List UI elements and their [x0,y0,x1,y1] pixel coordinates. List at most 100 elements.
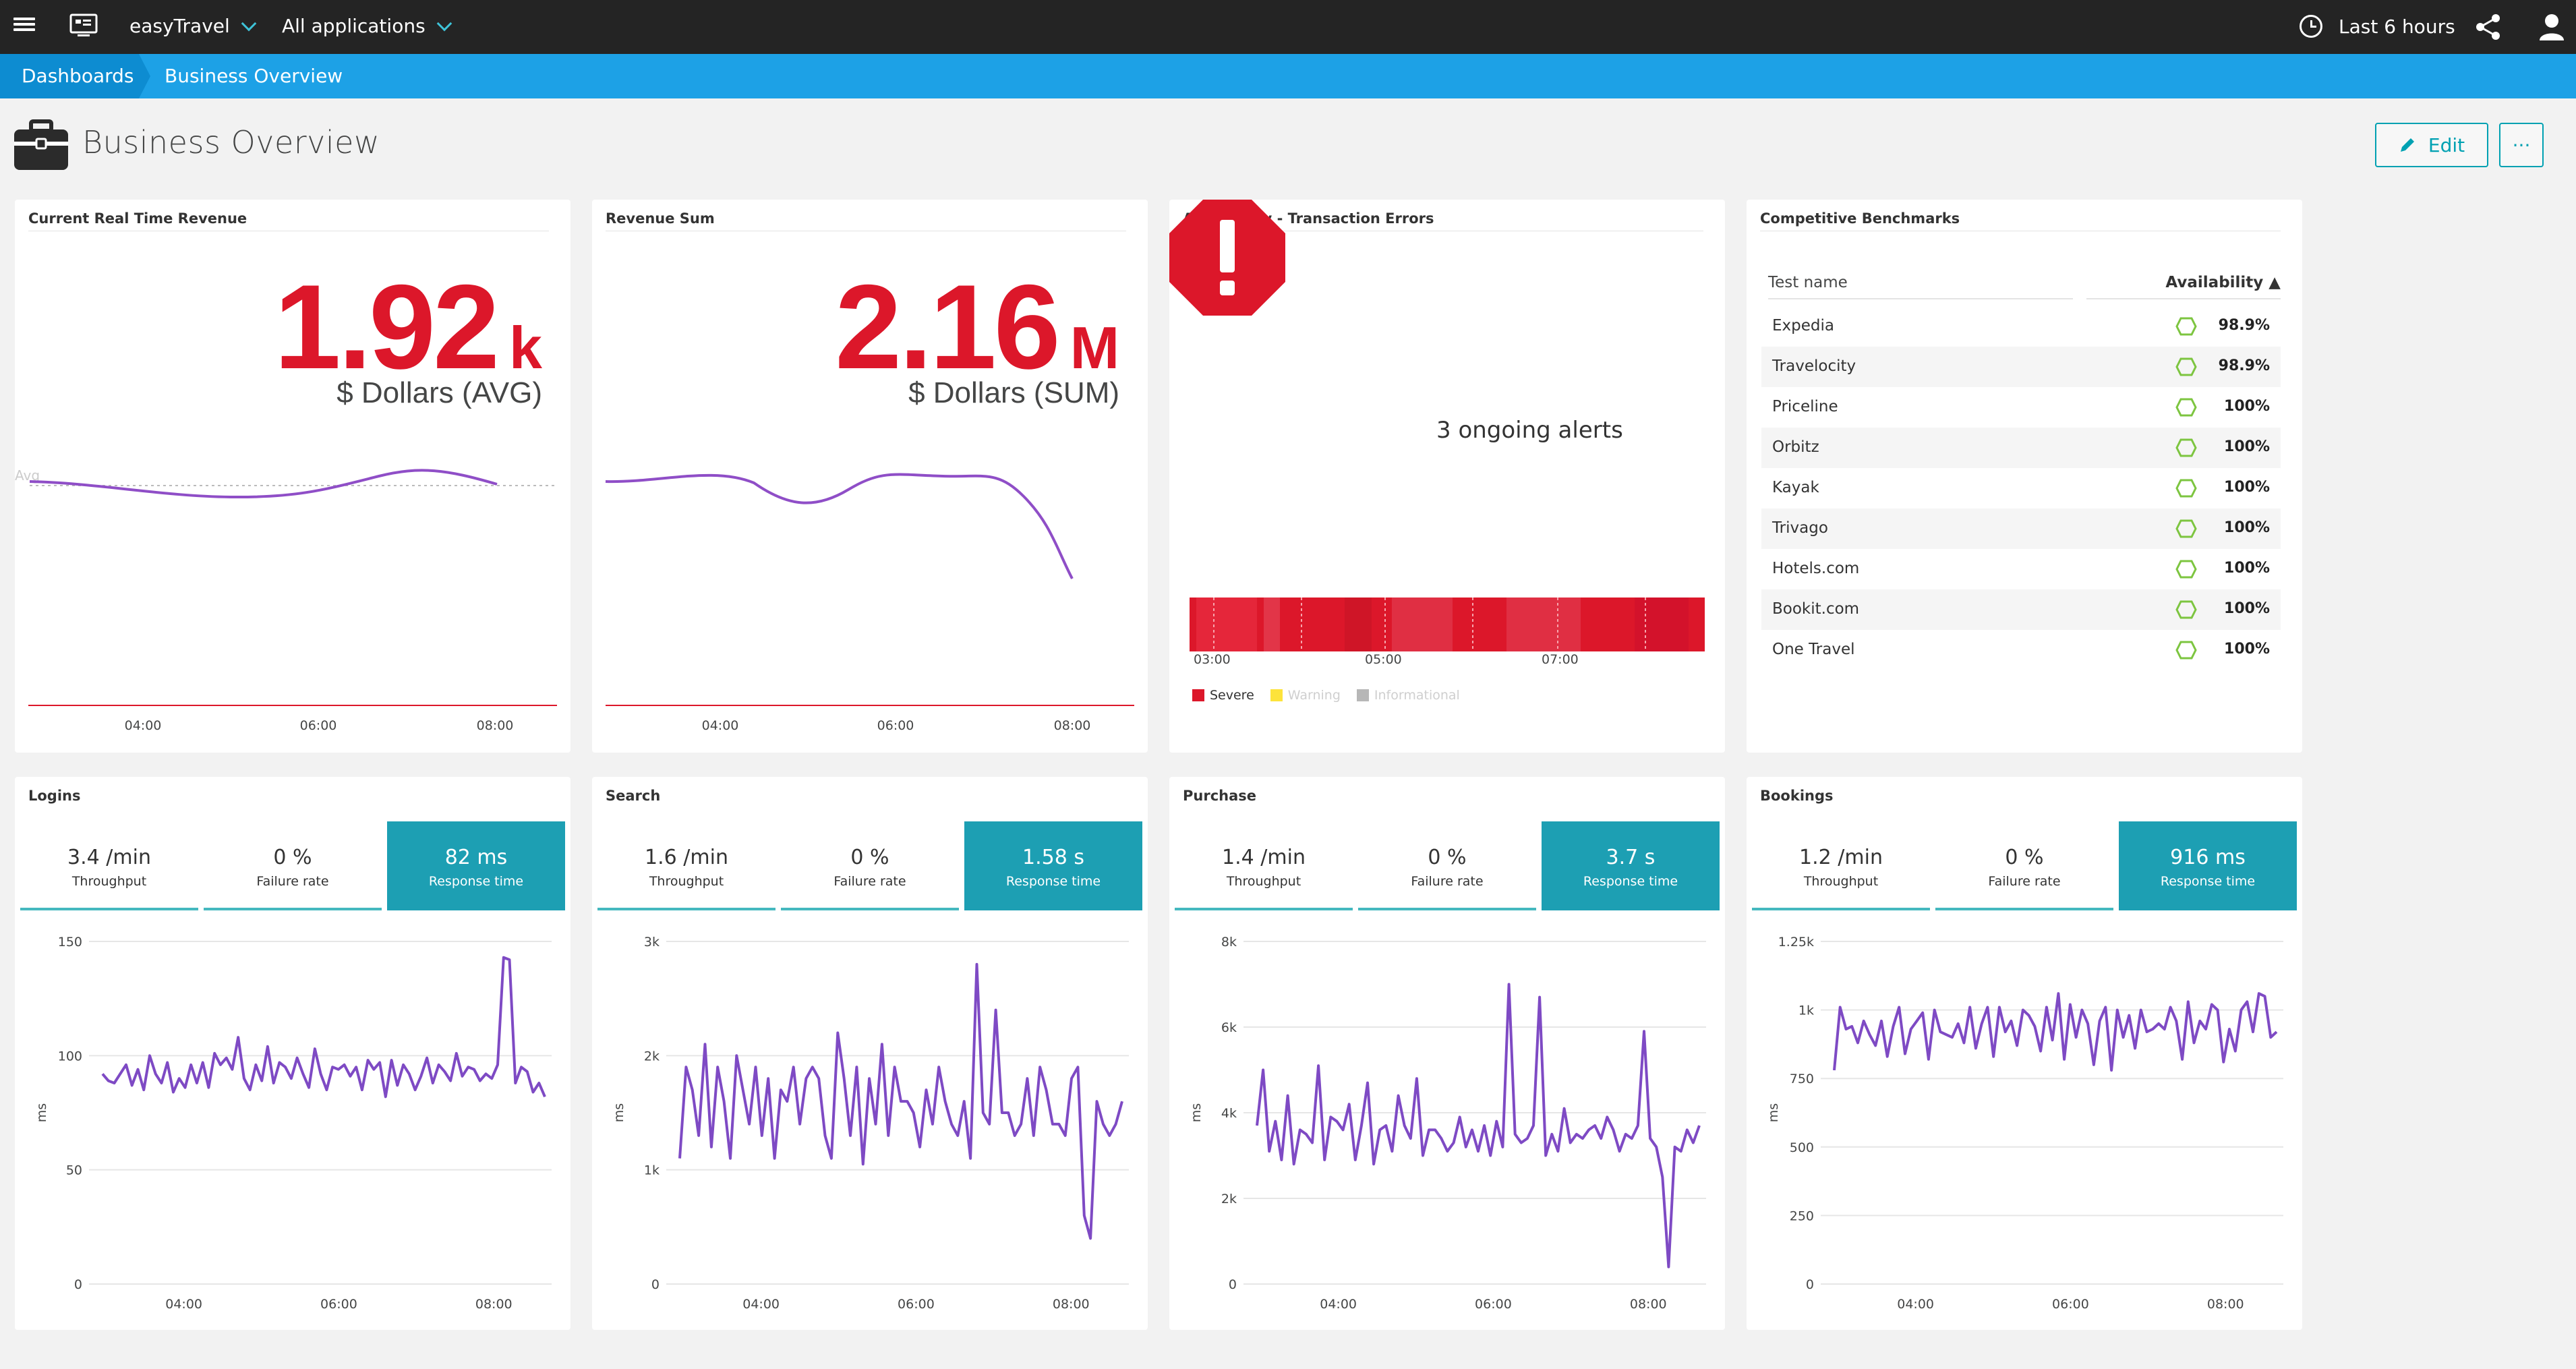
y-tick-label: 2k [644,1049,660,1064]
table-row[interactable]: One Travel 100% [1761,630,2281,670]
failure-rate-kpi[interactable]: 0 % Failure rate [1358,821,1536,910]
table-row[interactable]: Expedia 98.9% [1761,306,2281,347]
x-tick-label: 04:00 [1320,1297,1357,1312]
chevron-down-icon [436,16,452,32]
failure-rate-kpi[interactable]: 0 % Failure rate [781,821,959,910]
x-tick-label: 08:00 [2207,1297,2244,1312]
x-tick-label: 08:00 [475,1297,513,1312]
availability-value: 100% [2224,519,2270,536]
table-row[interactable]: Bookit.com 100% [1761,589,2281,630]
tile-current-real-time-revenue[interactable]: Current Real Time Revenue 1.92 k $ Dollar… [15,200,570,753]
response-time-kpi[interactable]: 1.58 s Response time [964,821,1142,910]
application-selector[interactable]: All applications [282,11,452,41]
share-icon[interactable] [2473,12,2503,42]
application-label: All applications [282,15,426,37]
response-time-series-line [678,962,1123,1240]
kpi-value: 3.7 s [1606,846,1656,869]
environment-label: easyTravel [129,15,230,37]
kpi-value: 1.4 /min [1222,846,1306,869]
throughput-kpi[interactable]: 1.4 /min Throughput [1175,821,1353,910]
top-navigation-bar: easyTravel All applications Last 6 hours [0,0,2576,54]
availability-value: 100% [2224,479,2270,496]
tile-title: Purchase [1183,788,1257,804]
throughput-kpi[interactable]: 1.2 /min Throughput [1752,821,1930,910]
hexagon-status-icon [2175,317,2197,336]
header-divider [2086,298,2281,299]
legend-label: Warning [1287,688,1341,703]
environment-selector[interactable]: easyTravel [129,11,257,41]
test-name: Travelocity [1772,357,1856,375]
response-time-kpi[interactable]: 3.7 s Response time [1542,821,1720,910]
tile-search[interactable]: Search 1.6 /min Throughput 0 % Failure rat… [592,777,1148,1330]
response-time-series-line [1256,983,1701,1269]
response-time-kpi[interactable]: 82 ms Response time [387,821,565,910]
tile-availability-transaction-errors[interactable]: Availability - Transaction Errors 3 ongo… [1169,200,1725,753]
tile-purchase[interactable]: Purchase 1.4 /min Throughput 0 % Failure r… [1169,777,1725,1330]
kpi-value: 0 % [850,846,889,869]
column-header-test-name[interactable]: Test name [1768,274,1848,291]
edit-button[interactable]: Edit [2375,123,2488,167]
x-tick-label: 08:00 [1054,718,1091,733]
user-icon[interactable] [2538,12,2565,42]
kpi-value: 916 ms [2170,846,2246,869]
kpi-strip: 1.6 /min Throughput 0 % Failure rate 1.58 … [597,821,1142,910]
failure-rate-kpi[interactable]: 0 % Failure rate [204,821,382,910]
kpi-value: 1.6 /min [645,846,728,869]
tile-bookings[interactable]: Bookings 1.2 /min Throughput 0 % Failure r… [1747,777,2302,1330]
table-row[interactable]: Hotels.com 100% [1761,549,2281,589]
kpi-strip: 1.4 /min Throughput 0 % Failure rate 3.7 s… [1175,821,1720,910]
bookings-response-time-chart: 0 250 500 750 1k 1.25k ms 04:00 06:00 08:00 [1766,935,2283,1312]
throughput-kpi[interactable]: 1.6 /min Throughput [597,821,775,910]
table-row[interactable]: Kayak 100% [1761,468,2281,508]
table-row[interactable]: Travelocity 98.9% [1761,347,2281,387]
throughput-kpi[interactable]: 3.4 /min Throughput [20,821,198,910]
revenue-sparkline-chart: Avg 04:00 06:00 08:00 [15,467,557,733]
kpi-value: 1.2 /min [1799,846,1883,869]
monitor-icon[interactable] [69,13,98,38]
legend-informational[interactable]: Informational [1356,688,1460,703]
column-header-availability[interactable]: Availability ▲ [2165,274,2281,291]
x-tick-label: 04:00 [125,718,162,733]
table-row[interactable]: Trivago 100% [1761,508,2281,549]
x-tick-label: 05:00 [1365,652,1402,667]
hexagon-status-icon [2175,398,2197,417]
response-time-series-line [1833,992,2278,1072]
logins-response-time-chart: 0 50 100 150 ms 04:00 06:00 08:00 [34,935,552,1312]
availability-value: 98.9% [2218,317,2270,334]
timeframe-selector[interactable]: Last 6 hours [2300,11,2455,41]
x-tick-label: 06:00 [2052,1297,2089,1312]
tile-competitive-benchmarks[interactable]: Competitive Benchmarks Test name Availab… [1747,200,2302,753]
breadcrumb-root-label: Dashboards [22,65,134,87]
response-time-kpi[interactable]: 916 ms Response time [2119,821,2297,910]
kpi-underline [1358,908,1536,910]
ongoing-alerts-text[interactable]: 3 ongoing alerts [1436,417,1623,444]
more-actions-button[interactable]: ··· [2499,123,2544,167]
revenue-sum-subtitle: $ Dollars (SUM) [908,376,1119,409]
y-tick-label: 4k [1221,1106,1237,1121]
x-tick-label: 06:00 [877,718,914,733]
menu-icon[interactable] [13,15,35,36]
benchmark-table-body: Expedia 98.9% Travelocity 98.9% Priceline 100… [1761,306,2281,670]
tile-title: Competitive Benchmarks [1760,210,1960,227]
revenue-sum-number: 2.16 [835,260,1060,394]
x-tick-label: 08:00 [1630,1297,1667,1312]
breadcrumb-dashboards[interactable]: Dashboards [0,54,150,98]
kpi-label: Response time [428,874,524,889]
kpi-value: 0 % [1428,846,1467,869]
y-tick-label: 500 [1790,1140,1814,1155]
kpi-label: Response time [2160,874,2256,889]
kpi-label: Failure rate [1988,874,2061,889]
legend-label: Informational [1374,688,1460,703]
legend-severe[interactable]: Severe [1192,688,1254,703]
purchase-response-time-chart: 0 2k 4k 6k 8k ms 04:00 06:00 08:00 [1189,935,1706,1312]
tile-logins[interactable]: Logins 3.4 /min Throughput 0 % Failure rat… [15,777,570,1330]
legend-warning[interactable]: Warning [1270,688,1341,703]
y-axis-label: ms [1189,1103,1204,1122]
table-row[interactable]: Orbitz 100% [1761,428,2281,468]
table-row[interactable]: Priceline 100% [1761,387,2281,428]
tile-revenue-sum[interactable]: Revenue Sum 2.16 M $ Dollars (SUM) 04:00 … [592,200,1148,753]
informational-swatch [1356,689,1369,701]
failure-rate-kpi[interactable]: 0 % Failure rate [1935,821,2113,910]
kpi-underline [781,908,959,910]
kpi-label: Throughput [1226,874,1301,889]
